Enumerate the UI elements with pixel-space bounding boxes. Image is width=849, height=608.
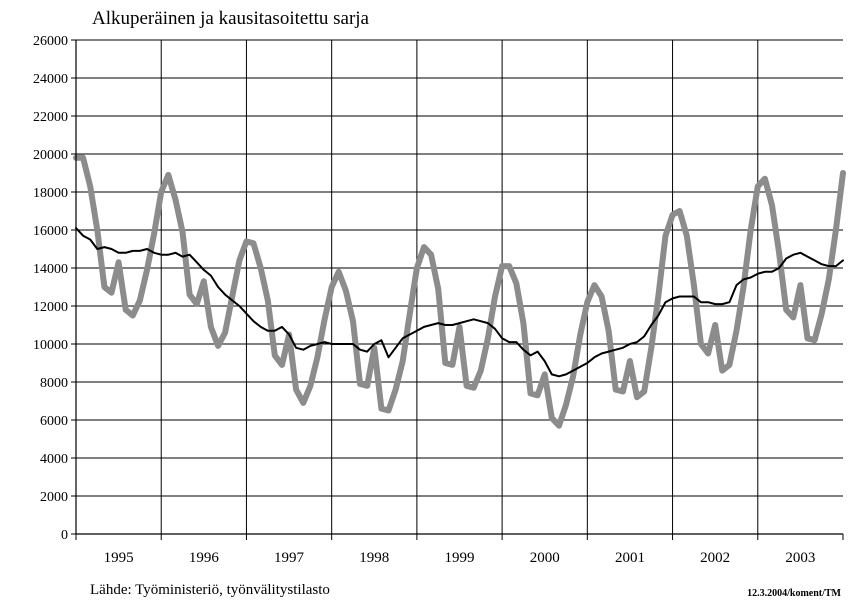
date-stamp: 12.3.2004/koment/TM <box>747 588 841 599</box>
grid-lines <box>76 39 843 534</box>
x-tick-label: 2002 <box>700 550 730 566</box>
y-tick-label: 22000 <box>33 110 68 125</box>
y-tick-label: 6000 <box>40 414 68 429</box>
x-tick-label: 1996 <box>189 550 220 566</box>
x-tick-label: 2003 <box>785 550 815 566</box>
y-tick-label: 8000 <box>40 376 68 391</box>
source-note: Lähde: Työministeriö, työnvälitystilasto <box>90 582 330 598</box>
series-lines <box>73 154 846 429</box>
y-tick-label: 12000 <box>33 300 68 315</box>
original-series-line <box>73 154 846 429</box>
x-tick-label: 2000 <box>530 550 560 566</box>
y-tick-label: 4000 <box>40 452 68 467</box>
x-tick-label: 1997 <box>274 550 305 566</box>
y-tick-label: 20000 <box>33 148 68 163</box>
seasonally-adjusted-series-line <box>75 227 844 378</box>
x-tick-label: 1995 <box>104 550 134 566</box>
x-tick-label: 1998 <box>359 550 389 566</box>
axes: 0 2000 4000 6000 8000 10000 12000 14000 16000 180… <box>33 34 844 566</box>
x-tick-label: 2001 <box>615 550 645 566</box>
y-tick-label: 18000 <box>33 186 68 201</box>
y-tick-label: 26000 <box>33 34 68 49</box>
y-tick-label: 10000 <box>33 338 68 353</box>
y-tick-label: 0 <box>61 528 68 543</box>
chart-title: Alkuperäinen ja kausitasoitettu sarja <box>92 8 369 29</box>
y-tick-label: 24000 <box>33 72 68 87</box>
y-tick-label: 2000 <box>40 490 68 505</box>
x-tick-label: 1999 <box>445 550 475 566</box>
y-tick-label: 16000 <box>33 224 68 239</box>
y-tick-label: 14000 <box>33 262 68 277</box>
